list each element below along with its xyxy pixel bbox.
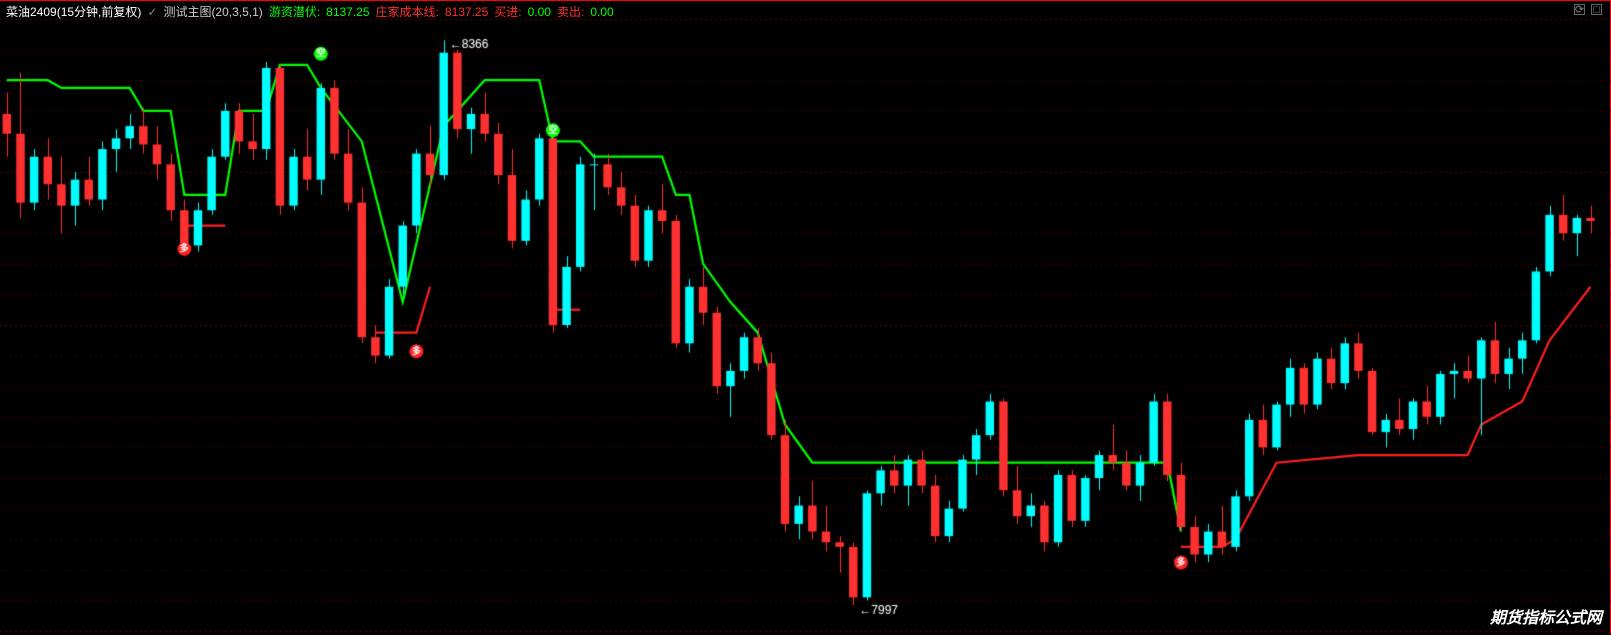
line2-label: 庄家成本线: xyxy=(376,3,439,20)
toolbar-icons: ⟳ □ xyxy=(1574,4,1602,15)
candlestick-canvas[interactable] xyxy=(0,1,1611,635)
sell-value: 0.00 xyxy=(590,5,613,19)
symbol-label: 菜油2409(15分钟,前复权) xyxy=(6,3,141,20)
maximize-icon[interactable]: □ xyxy=(1591,4,1602,15)
indicator-name: 测试主图(20,3,5,1) xyxy=(163,3,262,20)
chart-container: 菜油2409(15分钟,前复权) ✓ 测试主图(20,3,5,1) 游资潜伏: … xyxy=(0,0,1611,634)
buy-label: 买进: xyxy=(494,3,521,20)
sell-label: 卖出: xyxy=(557,3,584,20)
line1-label: 游资潜伏: xyxy=(269,3,320,20)
refresh-icon[interactable]: ⟳ xyxy=(1574,4,1585,15)
watermark: 期货指标公式网 xyxy=(1490,604,1602,628)
buy-value: 0.00 xyxy=(528,5,551,19)
chart-header: 菜油2409(15分钟,前复权) ✓ 测试主图(20,3,5,1) 游资潜伏: … xyxy=(6,3,614,20)
line2-value: 8137.25 xyxy=(445,5,488,19)
check-icon[interactable]: ✓ xyxy=(147,5,157,19)
line1-value: 8137.25 xyxy=(326,5,369,19)
